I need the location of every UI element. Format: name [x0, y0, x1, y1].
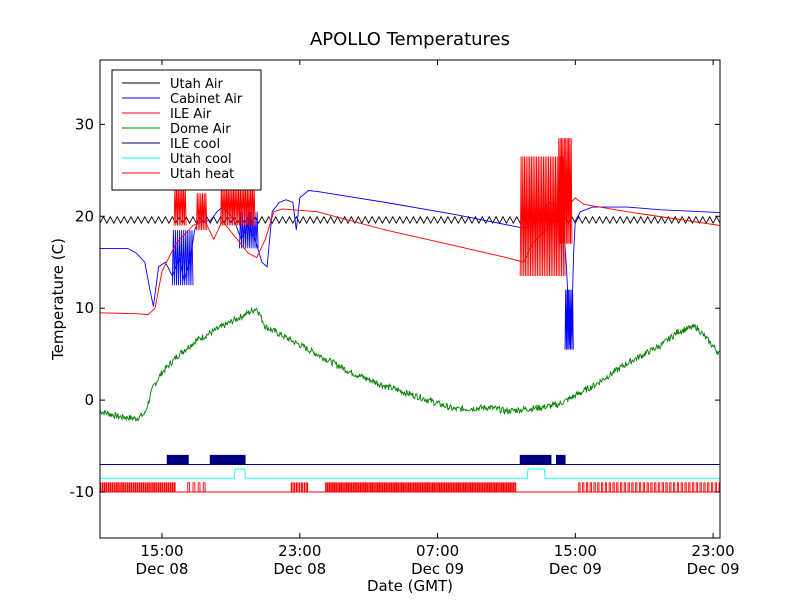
y-axis-label: Temperature (C)	[49, 238, 67, 361]
y-tick-label: -10	[70, 483, 95, 501]
x-tick-label-date: Dec 09	[411, 560, 464, 578]
series-layer	[100, 138, 720, 493]
series-pulses-utah-heat-4	[578, 482, 720, 492]
y-tick-label: 20	[75, 207, 94, 225]
chart-title: APOLLO Temperatures	[310, 29, 510, 50]
x-tick-label-date: Dec 09	[687, 560, 740, 578]
x-tick-label-date: Dec 08	[136, 560, 189, 578]
series-pulses-ile-cool-0	[166, 454, 189, 465]
series-pulses-ile-cool-2	[519, 454, 552, 465]
series-ile-cool	[100, 454, 720, 465]
y-tick-label: 10	[75, 299, 94, 317]
y-tick-label: 0	[84, 391, 94, 409]
series-utah-heat	[100, 482, 720, 493]
x-tick-label-time: 23:00	[278, 542, 321, 560]
y-tick-label: 30	[75, 115, 94, 133]
legend-label: Dome Air	[170, 122, 231, 137]
series-burst-ile-air-2	[220, 184, 256, 226]
plot-frame	[99, 59, 721, 539]
x-tick-label-time: 15:00	[140, 542, 183, 560]
x-tick-label-date: Dec 09	[549, 560, 602, 578]
series-pulses-utah-heat-2	[290, 482, 309, 492]
x-tick-label-date: Dec 08	[273, 560, 326, 578]
series-burst-ile-air-1	[195, 193, 208, 231]
legend-label: Cabinet Air	[170, 92, 243, 107]
series-burst-cabinet-air-2	[564, 289, 574, 350]
x-tick-label-time: 15:00	[554, 542, 597, 560]
legend-label: Utah Air	[170, 77, 223, 92]
series-utah-cool	[100, 468, 720, 479]
series-ile-air	[100, 138, 720, 316]
legend-label: ILE cool	[170, 137, 220, 152]
x-tick-label-time: 07:00	[416, 542, 459, 560]
series-pulses-ile-cool-3	[555, 454, 566, 465]
series-pulses-utah-heat-0	[100, 482, 176, 492]
series-burst-ile-air-3	[519, 156, 566, 277]
series-burst-ile-air-4	[557, 138, 573, 244]
legend-box	[111, 69, 262, 191]
legend-label: Utah cool	[170, 152, 232, 167]
series-dome-air	[100, 306, 720, 422]
series-pulses-utah-heat-1	[187, 482, 206, 492]
series-pulses-utah-heat-3	[325, 482, 517, 492]
series-pulses-ile-cool-1	[209, 454, 246, 465]
legend-label: ILE Air	[170, 107, 212, 122]
series-burst-cabinet-air-0	[171, 230, 194, 286]
legend-label: Utah heat	[170, 167, 234, 182]
x-axis-label: Date (GMT)	[367, 577, 453, 595]
series-line-utah-cool	[100, 468, 720, 479]
series-line-dome-air	[100, 306, 720, 422]
x-tick-label-time: 23:00	[691, 542, 734, 560]
